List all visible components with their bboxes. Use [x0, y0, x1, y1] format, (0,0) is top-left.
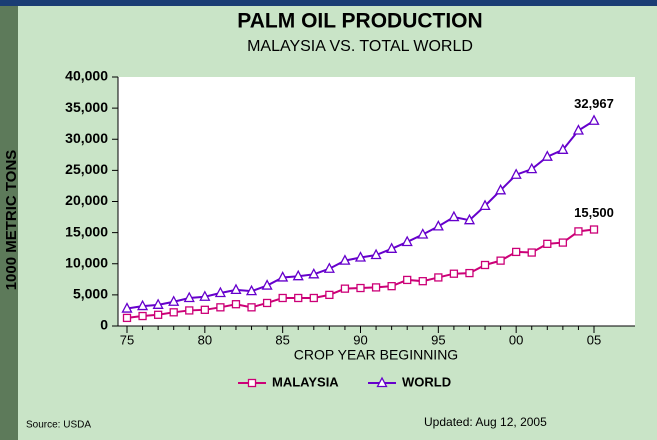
marker	[401, 235, 413, 247]
marker	[153, 310, 163, 319]
marker	[448, 210, 460, 222]
marker	[557, 143, 569, 154]
marker	[371, 283, 381, 292]
marker	[480, 260, 490, 270]
marker	[292, 269, 304, 281]
x-tick-label: 85	[275, 332, 289, 347]
source-note: Source: USDA	[26, 420, 91, 431]
marker	[558, 238, 568, 247]
x-tick-label: 00	[509, 332, 523, 347]
marker	[247, 303, 256, 312]
marker	[262, 298, 272, 308]
marker	[354, 251, 367, 262]
marker	[278, 293, 287, 303]
marker	[325, 290, 334, 300]
marker	[589, 225, 599, 234]
marker	[168, 295, 180, 306]
marker	[138, 311, 147, 321]
marker	[526, 162, 538, 174]
marker	[245, 284, 258, 296]
marker	[418, 277, 427, 286]
marker	[386, 242, 398, 253]
marker	[495, 183, 507, 195]
marker	[152, 298, 164, 309]
marker	[432, 220, 444, 231]
marker	[199, 290, 211, 301]
marker	[169, 308, 178, 317]
marker	[214, 286, 226, 298]
marker	[588, 114, 600, 125]
marker	[308, 267, 320, 279]
marker	[121, 302, 133, 313]
marker	[376, 376, 388, 388]
value-label: 32,967	[574, 96, 614, 111]
marker	[185, 306, 194, 315]
marker	[574, 227, 583, 236]
marker	[527, 248, 536, 257]
y-tick-label: 0	[100, 317, 108, 333]
marker	[230, 283, 242, 295]
marker	[387, 282, 396, 291]
y-tick-label: 40,000	[65, 68, 108, 84]
marker	[231, 300, 241, 309]
value-label: 15,500	[574, 205, 614, 220]
marker	[510, 168, 522, 179]
y-tick-label: 10,000	[65, 254, 108, 270]
x-tick-label: 95	[431, 332, 445, 347]
y-tick-label: 25,000	[65, 161, 108, 177]
y-tick-label: 35,000	[65, 99, 108, 115]
marker	[417, 228, 429, 239]
marker	[512, 247, 521, 257]
marker	[339, 254, 351, 265]
marker	[122, 313, 132, 323]
y-tick-label: 30,000	[65, 130, 108, 146]
legend-label: WORLD	[402, 374, 451, 389]
marker	[183, 291, 195, 303]
y-tick-label: 20,000	[65, 192, 108, 208]
x-tick-label: 05	[587, 332, 601, 347]
marker	[247, 378, 257, 388]
marker	[543, 239, 552, 248]
chart-title: PALM OIL PRODUCTION	[237, 10, 482, 33]
marker	[465, 268, 474, 278]
marker	[309, 293, 318, 303]
marker	[370, 248, 382, 260]
marker	[216, 303, 225, 312]
marker	[479, 199, 491, 211]
marker	[277, 271, 289, 282]
marker	[294, 293, 303, 303]
legend-label: MALAYSIA	[272, 374, 339, 389]
marker	[541, 150, 553, 161]
marker	[323, 262, 335, 273]
marker	[449, 269, 459, 278]
updated-note: Updated: Aug 12, 2005	[424, 415, 547, 429]
marker	[200, 305, 209, 314]
marker	[572, 124, 585, 135]
x-tick-label: 75	[120, 332, 134, 347]
marker	[340, 284, 350, 293]
marker	[403, 275, 412, 285]
y-axis-label: 1000 METRIC TONS	[3, 150, 20, 291]
photo-strip	[0, 6, 20, 440]
marker	[356, 283, 365, 293]
x-tick-label: 80	[198, 332, 212, 347]
chart-subtitle: MALAYSIA VS. TOTAL WORLD	[247, 38, 473, 55]
marker	[136, 299, 149, 311]
marker	[463, 213, 476, 225]
x-tick-label: 90	[353, 332, 367, 347]
marker	[496, 256, 505, 265]
marker	[434, 273, 443, 282]
y-tick-label: 5,000	[73, 286, 108, 302]
marker	[261, 279, 273, 290]
y-tick-label: 15,000	[65, 223, 108, 239]
x-axis-label: CROP YEAR BEGINNING	[294, 347, 458, 363]
